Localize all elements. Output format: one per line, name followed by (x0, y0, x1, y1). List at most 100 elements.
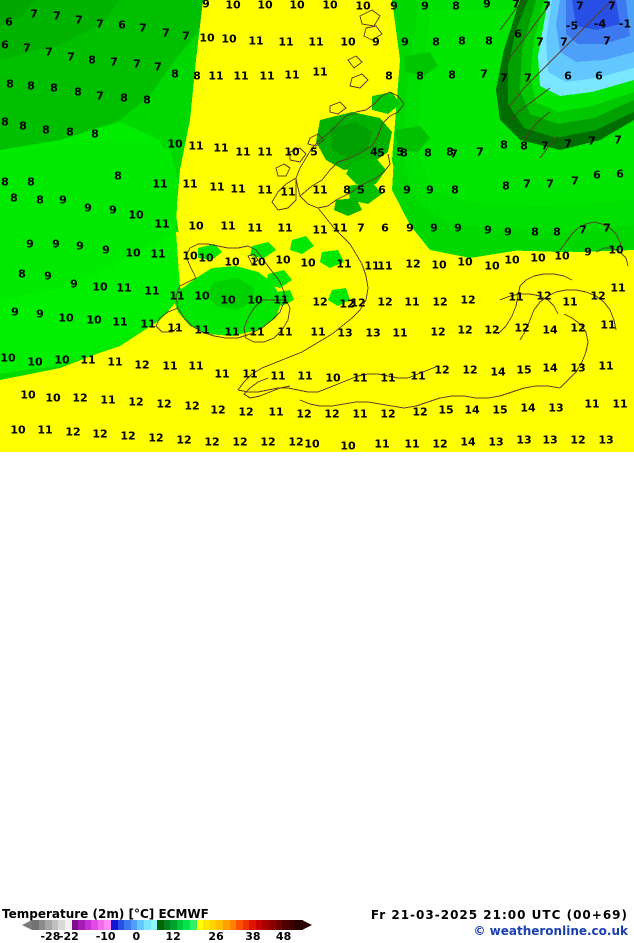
temperature-value: 9 (430, 221, 438, 235)
temperature-value: 13 (570, 361, 586, 375)
temperature-value: 8 (1, 175, 9, 189)
temperature-value: 9 (84, 201, 92, 215)
temperature-value: 7 (476, 145, 484, 159)
temperature-value: 12 (65, 425, 81, 439)
temperature-value: 14 (520, 401, 536, 415)
temperature-value: 12 (514, 321, 530, 335)
temperature-value: 13 (488, 435, 504, 449)
temperature-value: 12 (156, 397, 172, 411)
colorbar-tick-label: 48 (275, 930, 292, 943)
temperature-value: 11 (374, 437, 390, 451)
temperature-value: 10 (225, 0, 241, 12)
temperature-value: 11 (230, 182, 246, 196)
temperature-value: 10 (198, 251, 214, 265)
copyright-label: © weatheronline.co.uk (473, 924, 628, 938)
temperature-value: 15 (492, 403, 508, 417)
temperature-value: 11 (270, 369, 286, 383)
temperature-value: 14 (542, 323, 558, 337)
temperature-value: 8 (19, 119, 27, 133)
temperature-value: 10 (322, 0, 338, 12)
temperature-value: 14 (464, 403, 480, 417)
temperature-value: 11 (508, 290, 524, 304)
temperature-value: 11 (310, 325, 326, 339)
temperature-value: 10 (504, 253, 520, 267)
valid-time-label: Fr 21-03-2025 21:00 UTC (00+69) (370, 908, 628, 922)
temperature-value: 9 (403, 183, 411, 197)
temperature-value: 7 (512, 0, 520, 11)
temperature-value: 8 (520, 139, 528, 153)
temperature-value: 11 (150, 247, 166, 261)
temperature-value: 8 (531, 225, 539, 239)
temperature-value: 5 (310, 145, 318, 159)
temperature-value: 11 (259, 69, 275, 83)
temperature-value: 10 (45, 391, 61, 405)
temperature-value: 12 (460, 293, 476, 307)
temperature-value: 10 (199, 31, 215, 45)
temperature-value: 10 (325, 371, 341, 385)
temperature-value: 8 (502, 179, 510, 193)
temperature-value: 11 (220, 219, 236, 233)
temperature-value: 9 (76, 239, 84, 253)
color-bar[interactable] (22, 920, 312, 930)
temperature-map[interactable]: 6 7 7 7 7 6 7 7 7 9 10 10 10 10 10 9 9 8 9 7 7 7 7 6 7 7 7 8 7 7 7 10 10… (0, 0, 634, 452)
temperature-value: 9 (70, 277, 78, 291)
temperature-value: 11 (154, 217, 170, 231)
temperature-value: 11 (332, 221, 348, 235)
temperature-value: 8 (448, 68, 456, 82)
temperature-value: 11 (352, 407, 368, 421)
temperature-value: 11 (600, 318, 616, 332)
temperature-value: 7 (614, 133, 622, 147)
colorbar-tick-label: 0 (132, 930, 141, 943)
temperature-value: 9 (11, 305, 19, 319)
temperature-value: 11 (284, 68, 300, 82)
temperature-value: 8 (91, 127, 99, 141)
temperature-value: 8 (500, 138, 508, 152)
temperature-value: 7 (75, 13, 83, 27)
temperature-value: 12 (380, 407, 396, 421)
temperature-value: 8 (36, 193, 44, 207)
temperature-value: 6 (378, 183, 386, 197)
temperature-value: 9 (26, 237, 34, 251)
temperature-value: 8 (343, 183, 351, 197)
temperature-value: 10 (275, 253, 291, 267)
temperature-value: -4 (593, 17, 607, 31)
temperature-value: 8 (50, 81, 58, 95)
temperature-value: 11 (182, 177, 198, 191)
temperature-value: 11 (188, 359, 204, 373)
temperature-value: 13 (337, 326, 353, 340)
temperature-value: 12 (432, 437, 448, 451)
temperature-value: 7 (182, 29, 190, 43)
temperature-value: 8 (432, 35, 440, 49)
temperature-value: -5 (565, 19, 579, 33)
temperature-value: 11 (280, 185, 296, 199)
temperature-value: 12 (72, 391, 88, 405)
temperature-value: 8 (42, 123, 50, 137)
temperature-value: 7 (133, 57, 141, 71)
temperature-value: 7 (543, 0, 551, 13)
temperature-value: 8 (88, 53, 96, 67)
temperature-value: 7 (546, 177, 554, 191)
temperature-value: 7 (53, 9, 61, 23)
temperature-value: 5 (396, 145, 404, 159)
temperature-value: 9 (484, 223, 492, 237)
temperature-value: 11 (37, 423, 53, 437)
temperature-value: 8 (27, 175, 35, 189)
temperature-value: 14 (542, 361, 558, 375)
temperature-value: 10 (304, 437, 320, 451)
temperature-value: 7 (608, 0, 616, 13)
colorbar-swatch (295, 920, 303, 930)
temperature-value: 12 (434, 363, 450, 377)
temperature-value: 12 (430, 325, 446, 339)
temperature-value: 6 (5, 15, 13, 29)
temperature-value: 9 (454, 221, 462, 235)
temperature-value: 10 (340, 439, 356, 452)
temperature-value: 9 (36, 307, 44, 321)
temperature-value: 12 (432, 295, 448, 309)
temperature-value: 12 (232, 435, 248, 449)
temperature-value: 13 (598, 433, 614, 447)
temperature-value: 10 (457, 255, 473, 269)
temperature-value: 11 (80, 353, 96, 367)
temperature-value: 9 (102, 243, 110, 257)
temperature-value: 6 (595, 69, 603, 83)
temperature-value: 11 (194, 323, 210, 337)
